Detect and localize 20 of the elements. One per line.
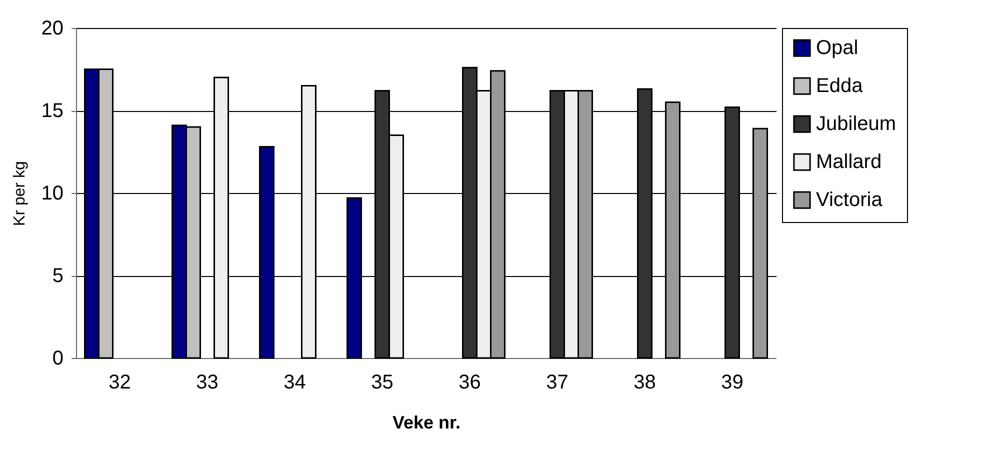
x-axis-title: Veke nr.	[392, 412, 461, 432]
x-tick-label: 34	[284, 372, 306, 394]
legend-label: Victoria	[816, 189, 884, 211]
x-tick-label: 39	[721, 372, 744, 394]
y-tick-label: 5	[52, 265, 64, 287]
legend-label: Edda	[816, 75, 864, 97]
legend-label: Opal	[816, 37, 858, 59]
x-tick-label: 37	[546, 372, 568, 394]
x-tick-label: 33	[196, 372, 218, 394]
y-tick-label: 15	[41, 100, 64, 122]
y-tick-label: 10	[41, 182, 64, 204]
legend-label: Jubileum	[816, 113, 896, 135]
y-axis-title: Kr per kg	[11, 161, 28, 226]
y-tick-label: 0	[52, 348, 64, 370]
x-tick-label: 35	[371, 372, 394, 394]
y-tick-label: 20	[41, 18, 64, 40]
legend-label: Mallard	[816, 151, 882, 173]
x-tick-label: 36	[458, 372, 481, 394]
x-tick-label: 38	[634, 372, 656, 394]
x-tick-label: 32	[108, 372, 131, 394]
